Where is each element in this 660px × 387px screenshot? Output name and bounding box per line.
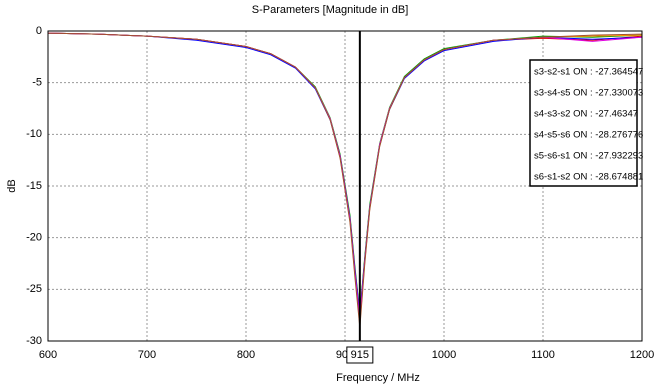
legend-box (529, 59, 638, 187)
legend-entry: s3-s4-s5 ON : -27.330073 (534, 88, 643, 99)
x-tick-label: 800 (237, 349, 255, 361)
marker-label-box (346, 346, 374, 364)
legend-entry: s5-s6-s1 ON : -27.932293 (534, 151, 643, 162)
plot-area (47, 30, 643, 342)
series-line (47, 32, 643, 328)
x-axis-label: Frequency / MHz (336, 372, 420, 384)
y-tick-label: -10 (26, 128, 42, 140)
marker-label: 915 (351, 349, 369, 361)
legend-entry: s6-s1-s2 ON : -28.674881 (534, 172, 643, 183)
y-tick-label: -5 (32, 77, 42, 89)
y-tick-label: 0 (36, 25, 42, 37)
legend-entry: s3-s2-s1 ON : -27.364547 (534, 67, 643, 78)
x-tick-label: 1100 (531, 349, 555, 361)
legend-entry: s4-s3-s2 ON : -27.46347 (534, 109, 638, 120)
x-tick-label: 1000 (432, 349, 456, 361)
chart-title: S-Parameters [Magnitude in dB] (252, 4, 409, 16)
y-tick-label: -30 (26, 335, 42, 347)
x-tick-label: 600 (39, 349, 57, 361)
y-axis-label: dB (6, 179, 18, 192)
legend-entry: s4-s5-s6 ON : -28.276776 (534, 130, 643, 141)
y-tick-label: -20 (26, 232, 42, 244)
x-tick-label: 1200 (630, 349, 654, 361)
x-tick-label: 700 (138, 349, 156, 361)
y-tick-label: -25 (26, 283, 42, 295)
y-tick-label: -15 (26, 180, 42, 192)
